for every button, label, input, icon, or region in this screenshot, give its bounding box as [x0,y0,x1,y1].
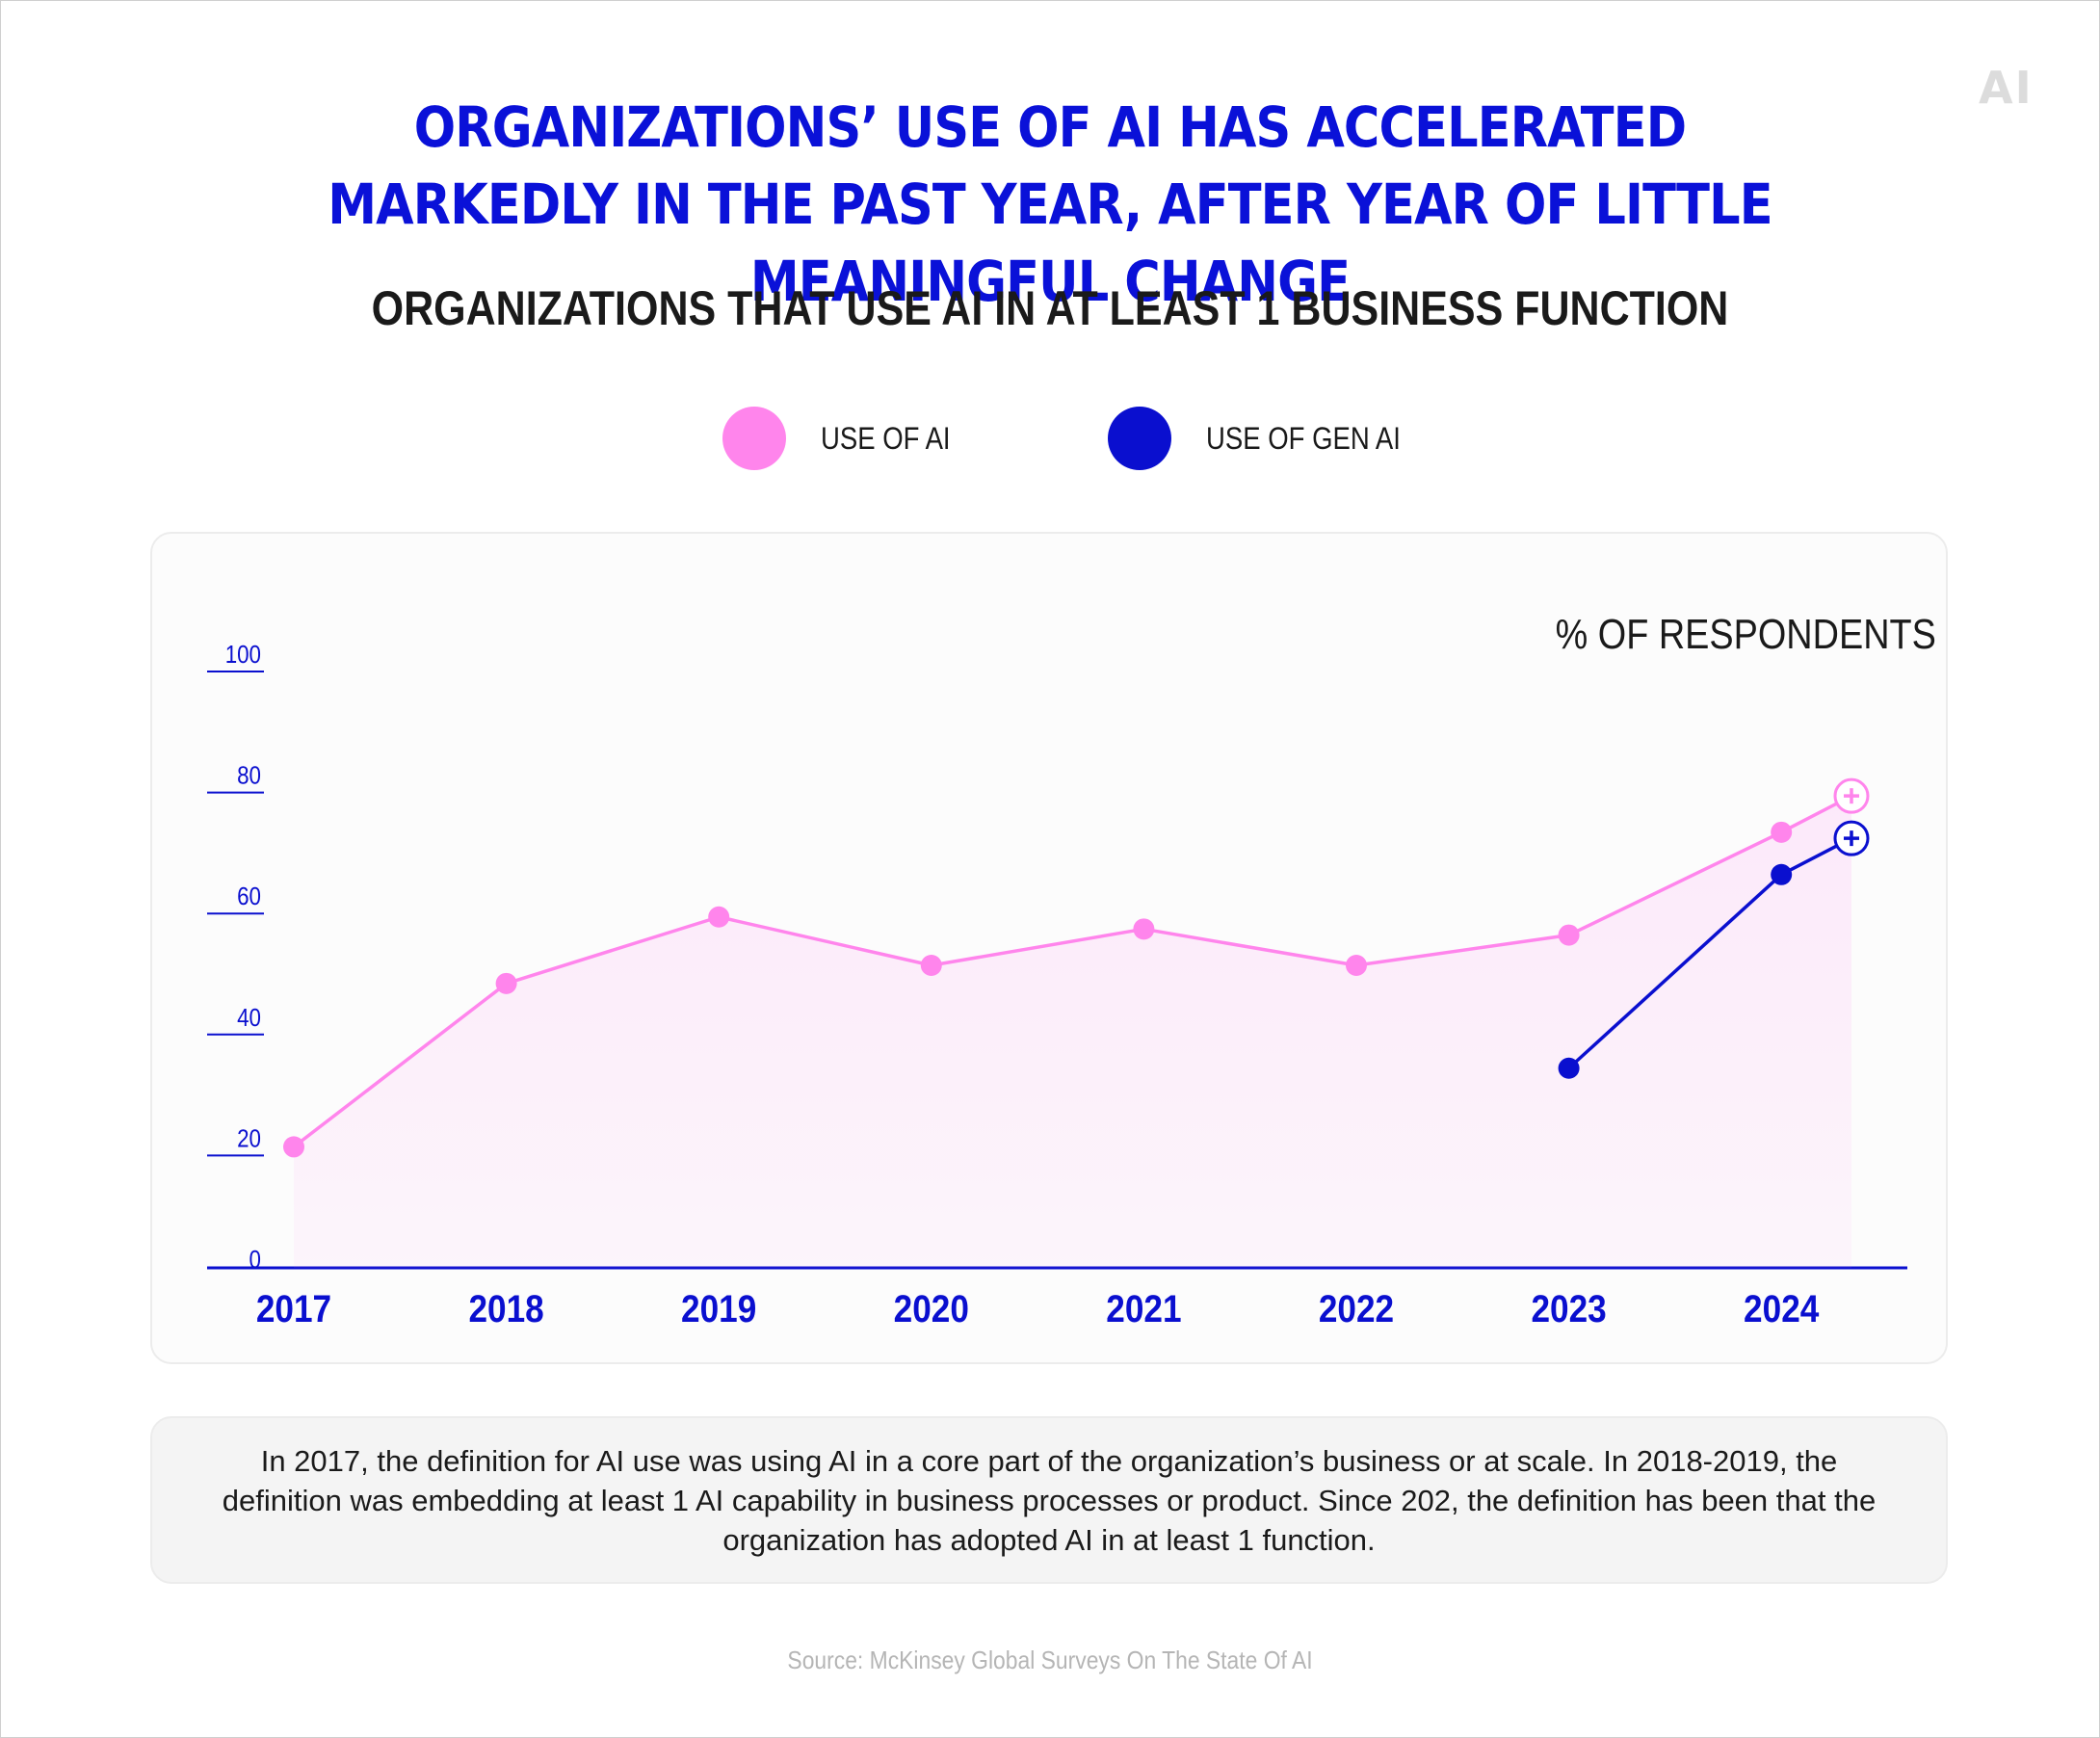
y-tick-label-20: 20 [237,1125,261,1153]
data-point-use-of-ai-2018 [495,972,517,994]
area-fill-use-of-ai [294,796,1851,1268]
legend-item-use-of-gen-ai: USE OF GEN AI [1108,405,1432,472]
brand-logo: AI [1979,62,2034,114]
legend-item-use-of-ai: USE OF AI [722,405,971,472]
y-tick-label-60: 60 [237,883,261,911]
data-point-use-of-ai-2022 [1346,955,1367,976]
y-tick-label-80: 80 [237,762,261,790]
x-tick-label-2020: 2020 [894,1287,969,1330]
data-point-use-of-ai-2020 [920,955,942,976]
legend-swatch-use-of-ai [722,407,786,470]
x-tick-label-2018: 2018 [468,1287,543,1330]
chart-subtitle: ORGANIZATIONS THAT USE AI IN AT LEAST 1 … [371,281,1729,335]
definition-note-text: In 2017, the definition for AI use was u… [222,1443,1877,1557]
data-point-use-of-ai-2019 [708,906,730,928]
x-tick-label-2019: 2019 [681,1287,756,1330]
x-tick-label-2023: 2023 [1531,1287,1606,1330]
data-point-use-of-ai-2024 [1771,821,1793,843]
data-point-use-of-gen-ai-2023 [1558,1057,1580,1079]
source-caption: Source: McKinsey Global Surveys On The S… [787,1646,1313,1674]
legend-label-use-of-ai: USE OF AI [821,420,951,456]
chart-legend: USE OF AI USE OF GEN AI [0,405,2100,472]
y-axis-unit-label: % OF RESPONDENTS [1555,611,1936,658]
x-tick-label-2017: 2017 [256,1287,331,1330]
data-point-use-of-ai-2017 [283,1136,304,1158]
legend-swatch-use-of-gen-ai [1108,407,1171,470]
legend-label-use-of-gen-ai: USE OF GEN AI [1206,420,1401,456]
data-point-use-of-ai-2021 [1133,918,1155,940]
x-tick-label-2022: 2022 [1319,1287,1394,1330]
y-tick-label-40: 40 [237,1004,261,1032]
y-tick-label-100: 100 [225,641,261,669]
definition-note: In 2017, the definition for AI use was u… [150,1416,1948,1584]
x-tick-label-2024: 2024 [1744,1287,1819,1330]
data-point-use-of-ai-2023 [1558,924,1580,946]
y-tick-label-0: 0 [249,1246,261,1274]
x-tick-label-2021: 2021 [1106,1287,1181,1330]
data-point-use-of-gen-ai-2024 [1771,863,1793,885]
chart-title: ORGANIZATIONS’ USE OF AI HAS ACCELERATED… [328,94,1772,314]
